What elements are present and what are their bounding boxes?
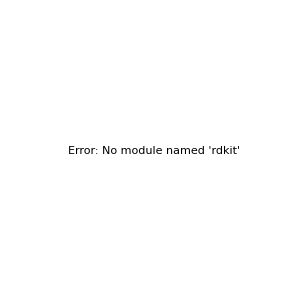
Text: Error: No module named 'rdkit': Error: No module named 'rdkit' [68,146,240,157]
